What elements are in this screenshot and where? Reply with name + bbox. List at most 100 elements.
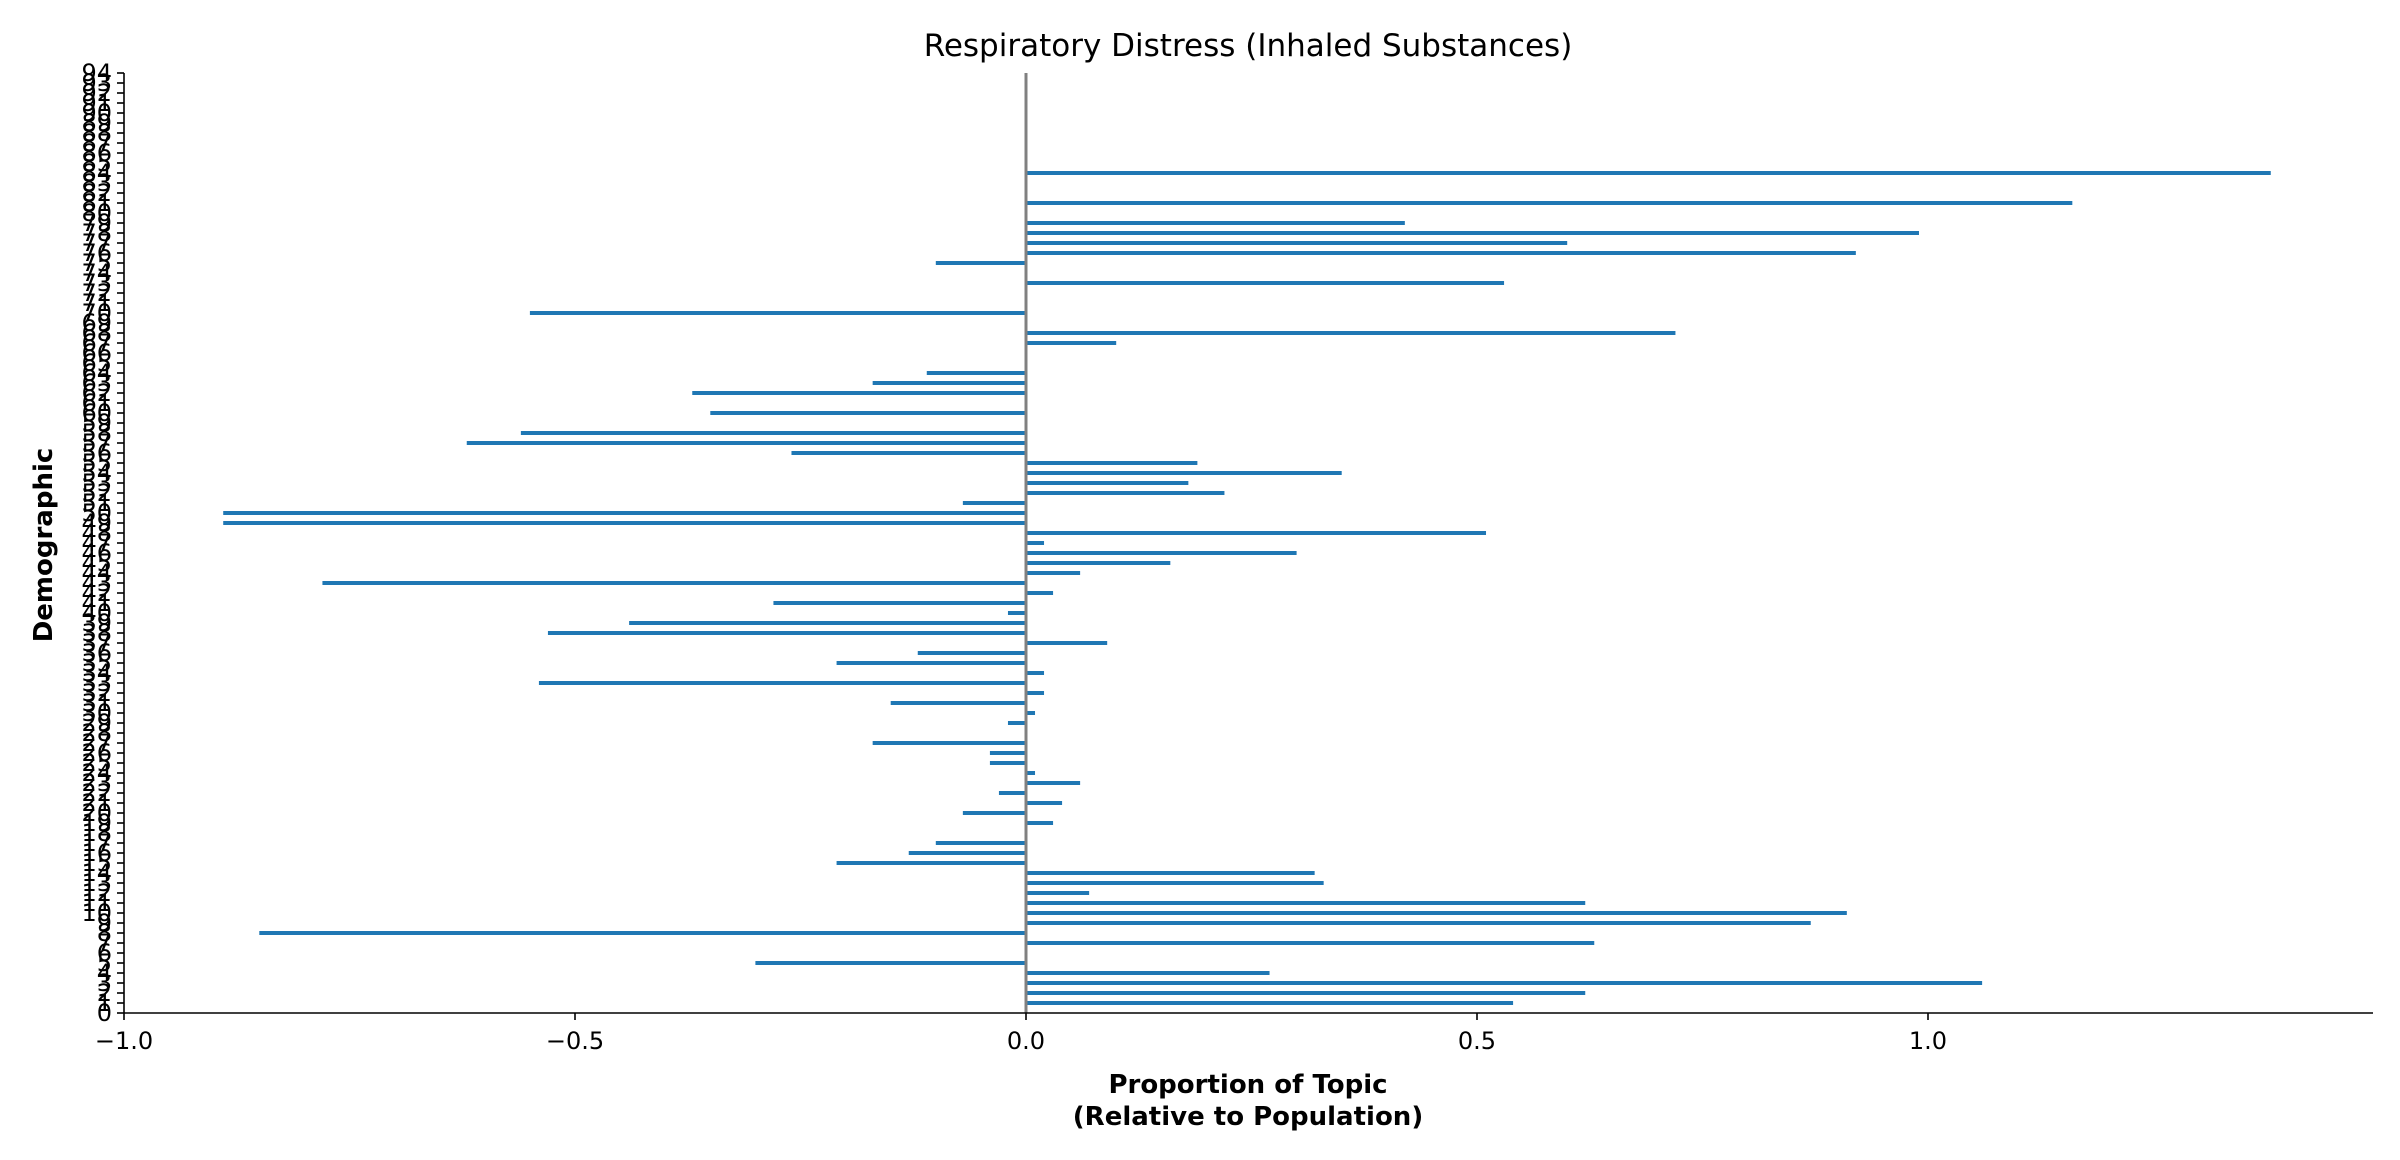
y-tick-label: 50: [81, 499, 112, 527]
bar-42: [1026, 591, 1054, 595]
y-tick-label: 77: [81, 229, 112, 257]
y-axis-ticks: 0123456789101112131415161718192021222324…: [81, 59, 124, 1027]
x-axis-label-line: (Relative to Population): [1073, 1102, 1423, 1132]
y-tick-label: 94: [81, 59, 112, 87]
y-tick-label: 89: [81, 109, 112, 137]
bar-40: [1007, 611, 1026, 615]
bar-52: [1026, 491, 1225, 495]
bar-23: [1026, 781, 1081, 785]
bar-15: [836, 861, 1026, 865]
x-tick-label: 1.0: [1909, 1027, 1947, 1055]
y-tick-label: 12: [81, 879, 112, 907]
bar-19: [1026, 821, 1054, 825]
bar-14: [1026, 871, 1315, 875]
y-tick-label: 0: [97, 999, 112, 1027]
y-tick-label: 46: [81, 539, 112, 567]
x-tick-label: −1.0: [95, 1027, 153, 1055]
y-tick-label: 17: [81, 829, 112, 857]
bar-22: [998, 791, 1026, 795]
bar-58: [520, 431, 1026, 435]
bar-60: [710, 411, 1026, 415]
y-tick-label: 68: [81, 319, 112, 347]
y-tick-label: 65: [81, 349, 112, 377]
bar-68: [1026, 331, 1676, 335]
bar-63: [872, 381, 1026, 385]
bar-24: [1026, 771, 1036, 775]
x-tick-label: 0.0: [1007, 1027, 1045, 1055]
y-tick-label: 59: [81, 409, 112, 437]
y-tick-label: 55: [81, 449, 112, 477]
y-tick-label: 1: [97, 989, 112, 1017]
bar-21: [1026, 801, 1063, 805]
y-tick-label: 18: [81, 819, 112, 847]
y-tick-label: 76: [81, 239, 112, 267]
bar-51: [962, 501, 1026, 505]
y-tick-label: 22: [81, 779, 112, 807]
y-tick-label: 63: [81, 369, 112, 397]
y-tick-label: 24: [81, 759, 112, 787]
y-tick-label: 92: [81, 79, 112, 107]
bar-77: [1026, 241, 1568, 245]
bar-38: [547, 631, 1026, 635]
y-tick-label: 73: [81, 269, 112, 297]
y-tick-label: 33: [81, 669, 112, 697]
bar-49: [223, 521, 1027, 525]
y-tick-label: 23: [81, 769, 112, 797]
bar-45: [1026, 561, 1171, 565]
bar-31: [890, 701, 1026, 705]
y-tick-label: 37: [81, 629, 112, 657]
bar-25: [989, 761, 1026, 765]
bar-46: [1026, 551, 1297, 555]
bar-56: [791, 451, 1026, 455]
bar-29: [1007, 721, 1026, 725]
bar-3: [1026, 981, 1983, 985]
bar-32: [1026, 691, 1045, 695]
y-tick-label: 47: [81, 529, 112, 557]
y-tick-label: 10: [81, 899, 112, 927]
bar-2: [1026, 991, 1586, 995]
bar-33: [538, 681, 1026, 685]
y-tick-label: 35: [81, 649, 112, 677]
y-tick-label: 25: [81, 749, 112, 777]
y-tick-label: 75: [81, 249, 112, 277]
y-tick-label: 28: [81, 719, 112, 747]
y-tick-label: 36: [81, 639, 112, 667]
y-tick-label: 90: [81, 99, 112, 127]
bar-17: [935, 841, 1026, 845]
bar-7: [1026, 941, 1595, 945]
bar-16: [908, 851, 1026, 855]
bar-64: [926, 371, 1026, 375]
bar-57: [466, 441, 1026, 445]
y-tick-label: 78: [81, 219, 112, 247]
bar-4: [1026, 971, 1270, 975]
bar-8: [259, 931, 1026, 935]
bar-20: [962, 811, 1026, 815]
chart-title: Respiratory Distress (Inhaled Substances…: [924, 28, 1573, 64]
bar-35: [836, 661, 1026, 665]
y-tick-label: 27: [81, 729, 112, 757]
y-tick-label: 8: [97, 919, 112, 947]
bar-84: [1026, 171, 2271, 175]
x-tick-label: 0.5: [1458, 1027, 1496, 1055]
bar-9: [1026, 921, 1811, 925]
y-tick-label: 43: [81, 569, 112, 597]
y-tick-label: 13: [81, 869, 112, 897]
y-tick-label: 26: [81, 739, 112, 767]
y-tick-label: 83: [81, 169, 112, 197]
y-tick-label: 51: [81, 489, 112, 517]
bar-55: [1026, 461, 1198, 465]
bar-39: [629, 621, 1026, 625]
bar-1: [1026, 1001, 1514, 1005]
x-axis-label-line: Proportion of Topic: [1108, 1070, 1387, 1100]
y-tick-label: 15: [81, 849, 112, 877]
y-tick-label: 87: [81, 129, 112, 157]
y-tick-label: 9: [97, 909, 112, 937]
y-tick-label: 45: [81, 549, 112, 577]
y-tick-label: 84: [81, 159, 112, 187]
bar-37: [1026, 641, 1108, 645]
y-tick-label: 61: [81, 389, 112, 417]
y-tick-label: 80: [81, 199, 112, 227]
y-axis-label: Demographic: [29, 448, 59, 643]
y-tick-label: 57: [81, 429, 112, 457]
